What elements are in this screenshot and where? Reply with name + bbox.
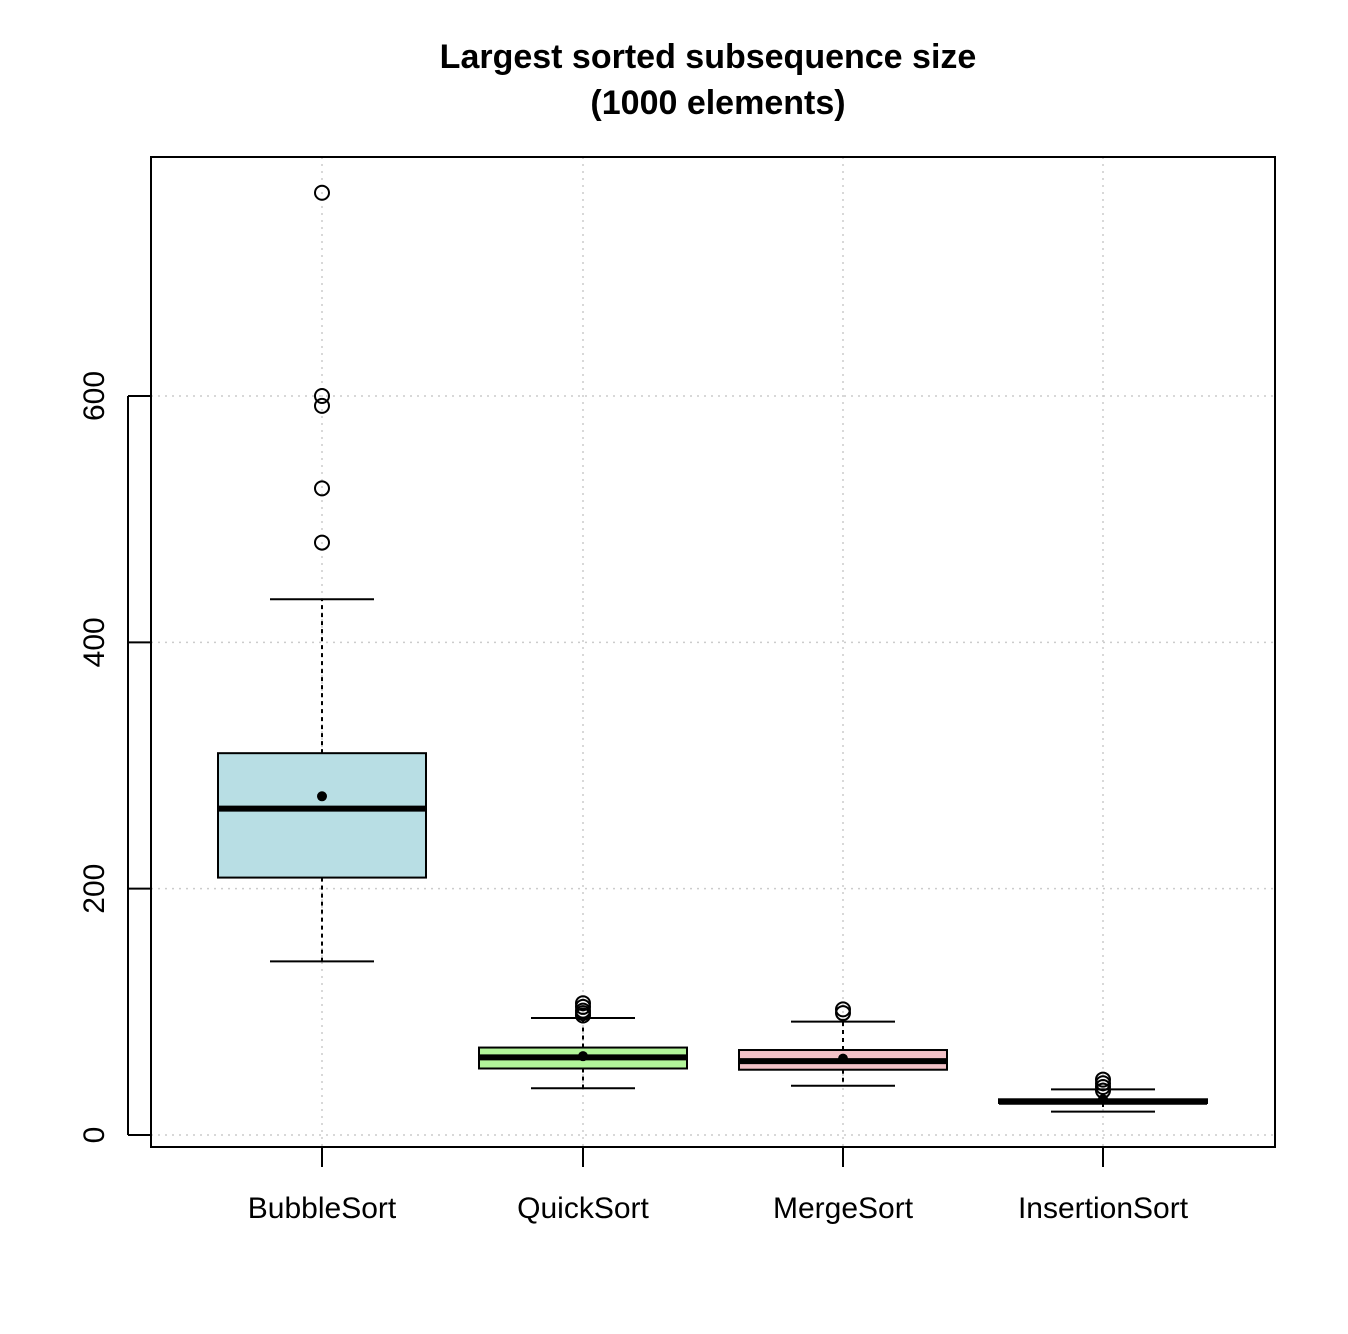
axis-layer: 0 200 400 600 BubbleSort QuickSort MergeSort In…	[78, 371, 1189, 1225]
outlier-point-insertionsort-3	[1095, 1082, 1111, 1099]
outlier-point-bubblesort-2	[314, 397, 330, 414]
outlier-point-bubblesort-3	[314, 480, 330, 497]
grid-layer	[151, 157, 1275, 1147]
box-group-quicksort	[478, 995, 688, 1090]
mean-point-mergesort	[838, 1053, 848, 1064]
x-tick-label-3: InsertionSort	[1018, 1192, 1189, 1225]
plot-frame	[150, 156, 1276, 1148]
box-layer	[217, 184, 1208, 1113]
mean-point-quicksort	[578, 1051, 588, 1062]
mean-point-bubblesort	[317, 791, 327, 802]
y-tick-label-0: 0	[78, 1127, 111, 1144]
chart-subtitle: (1000 elements)	[590, 84, 845, 122]
y-tick-label-3: 600	[78, 371, 111, 421]
box-bubblesort	[217, 752, 427, 879]
x-tick-label-2: MergeSort	[773, 1192, 914, 1225]
box-group-bubblesort	[217, 184, 427, 963]
x-tick-label-0: BubbleSort	[248, 1192, 397, 1225]
outlier-point-bubblesort-0	[314, 184, 330, 201]
x-tick-label-1: QuickSort	[517, 1192, 649, 1225]
outlier-point-bubblesort-1	[314, 388, 330, 404]
y-tick-label-1: 200	[78, 864, 111, 914]
chart-title: Largest sorted subsequence size	[440, 38, 977, 76]
box-group-insertionsort	[998, 1071, 1208, 1113]
outlier-point-bubblesort-4	[314, 534, 330, 551]
box-group-mergesort	[738, 1001, 948, 1087]
outlier-point-mergesort-1	[835, 1005, 851, 1022]
y-tick-label-2: 400	[78, 617, 111, 667]
outlier-point-quicksort-4	[575, 1007, 591, 1024]
